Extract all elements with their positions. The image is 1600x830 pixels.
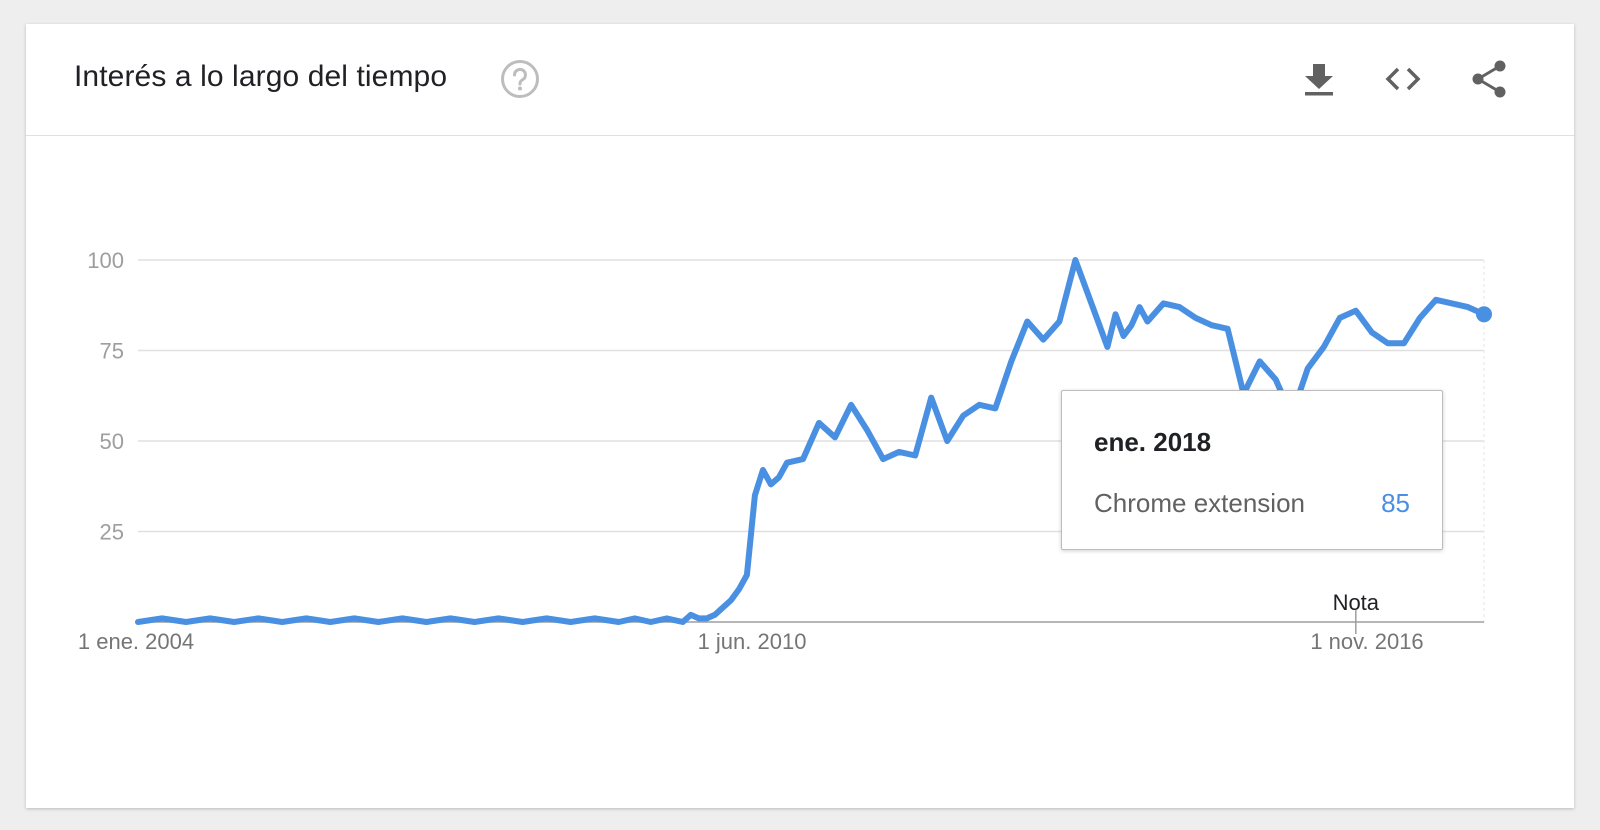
tooltip-series-name: Chrome extension <box>1094 488 1305 519</box>
tooltip-value: 85 <box>1381 488 1410 519</box>
y-tick-label: 75 <box>100 339 124 364</box>
interest-over-time-card: Interés a lo largo del tiempo <box>26 24 1574 808</box>
y-tick-label: 50 <box>100 429 124 454</box>
x-tick-label: 1 jun. 2010 <box>698 629 807 654</box>
y-tick-label: 25 <box>100 520 124 545</box>
x-tick-label: 1 ene. 2004 <box>78 629 194 654</box>
y-tick-label: 100 <box>87 248 124 273</box>
highlight-point <box>1476 306 1492 322</box>
chart-tooltip: ene. 2018 Chrome extension 85 <box>1061 390 1443 550</box>
tooltip-date: ene. 2018 <box>1094 427 1211 458</box>
x-tick-label: 1 nov. 2016 <box>1310 629 1423 654</box>
note-label: Nota <box>1333 590 1380 615</box>
